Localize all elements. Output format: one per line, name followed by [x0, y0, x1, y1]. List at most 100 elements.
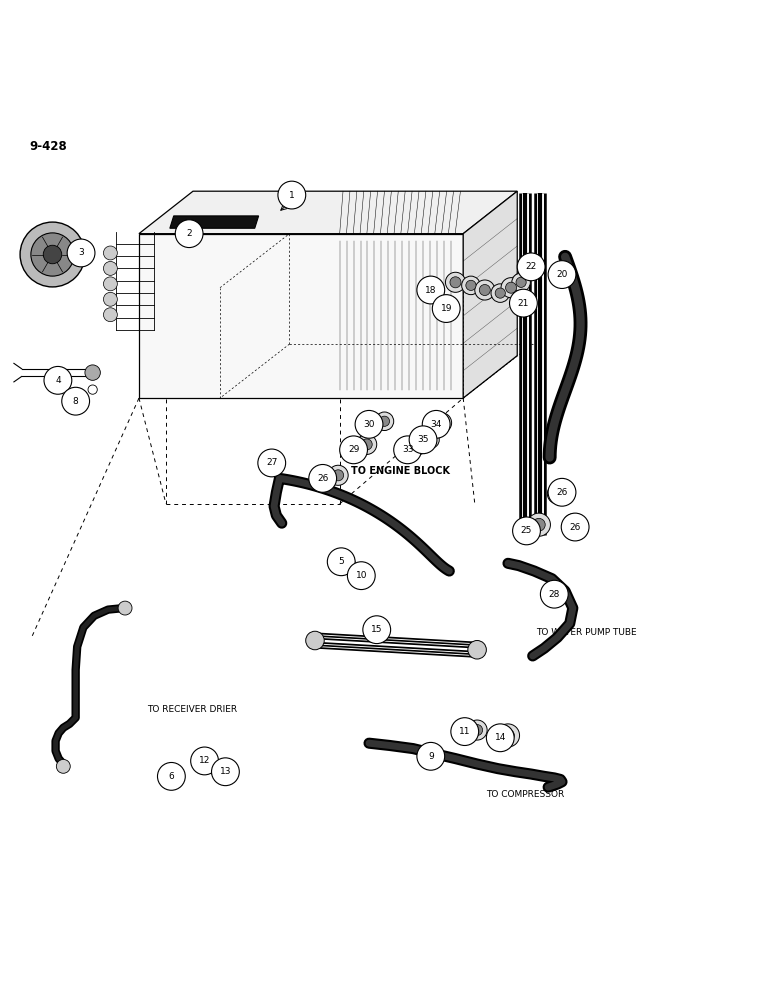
Circle shape: [548, 478, 576, 506]
Circle shape: [20, 222, 85, 287]
Circle shape: [85, 365, 100, 380]
Text: 26: 26: [570, 523, 581, 532]
Text: TO WATER PUMP TUBE: TO WATER PUMP TUBE: [537, 628, 637, 637]
Text: 18: 18: [425, 286, 436, 295]
Circle shape: [357, 434, 377, 454]
Circle shape: [540, 580, 568, 608]
Circle shape: [462, 276, 480, 295]
Text: 4: 4: [55, 376, 61, 385]
Circle shape: [88, 385, 97, 394]
Text: 27: 27: [266, 458, 277, 467]
Circle shape: [103, 292, 117, 306]
Text: 1: 1: [289, 191, 295, 200]
Text: 30: 30: [364, 420, 374, 429]
Circle shape: [436, 417, 447, 428]
Circle shape: [408, 434, 428, 454]
Circle shape: [445, 272, 466, 292]
Circle shape: [516, 277, 527, 287]
Circle shape: [43, 245, 62, 264]
Text: 9: 9: [428, 752, 434, 761]
Circle shape: [379, 416, 390, 426]
Circle shape: [479, 284, 490, 296]
Circle shape: [361, 439, 372, 450]
Circle shape: [512, 273, 530, 292]
Polygon shape: [170, 216, 259, 228]
Circle shape: [340, 558, 351, 568]
Circle shape: [432, 413, 452, 433]
Circle shape: [258, 449, 286, 477]
Text: 8: 8: [73, 397, 79, 406]
Circle shape: [451, 718, 479, 745]
Text: 29: 29: [348, 445, 359, 454]
Text: 5: 5: [338, 557, 344, 566]
Text: 3: 3: [78, 248, 84, 257]
Circle shape: [468, 641, 486, 659]
Circle shape: [409, 426, 437, 454]
Circle shape: [357, 569, 366, 578]
Circle shape: [502, 729, 514, 742]
Circle shape: [363, 616, 391, 644]
Circle shape: [355, 410, 383, 438]
Circle shape: [533, 518, 545, 531]
Text: 26: 26: [557, 488, 567, 497]
Circle shape: [506, 282, 516, 293]
Text: 26: 26: [317, 474, 328, 483]
Circle shape: [467, 720, 487, 740]
Circle shape: [327, 548, 355, 576]
Circle shape: [547, 484, 567, 504]
Circle shape: [527, 513, 550, 536]
Polygon shape: [463, 191, 517, 398]
Circle shape: [491, 284, 510, 302]
Circle shape: [212, 758, 239, 786]
Circle shape: [62, 387, 90, 415]
Circle shape: [548, 261, 576, 288]
Circle shape: [328, 465, 348, 485]
Circle shape: [103, 246, 117, 260]
Circle shape: [413, 439, 424, 450]
Circle shape: [198, 757, 207, 765]
Circle shape: [209, 762, 223, 776]
Text: 13: 13: [220, 767, 231, 776]
Text: 9-428: 9-428: [29, 140, 67, 153]
Text: 20: 20: [557, 270, 567, 279]
Circle shape: [422, 410, 450, 438]
Circle shape: [103, 277, 117, 291]
Text: 34: 34: [431, 420, 442, 429]
Circle shape: [353, 565, 370, 582]
Text: 19: 19: [441, 304, 452, 313]
Circle shape: [309, 464, 337, 492]
Circle shape: [278, 181, 306, 209]
Circle shape: [417, 742, 445, 770]
Circle shape: [67, 239, 95, 267]
Circle shape: [450, 277, 461, 288]
Circle shape: [561, 513, 589, 541]
Circle shape: [495, 288, 506, 298]
Text: 12: 12: [199, 756, 210, 765]
Circle shape: [333, 470, 344, 481]
Circle shape: [475, 280, 495, 300]
Circle shape: [31, 233, 74, 276]
Circle shape: [212, 765, 220, 772]
Text: 33: 33: [402, 445, 413, 454]
Circle shape: [306, 631, 324, 650]
Text: 10: 10: [356, 571, 367, 580]
Circle shape: [191, 747, 218, 775]
Circle shape: [175, 220, 203, 248]
Text: 14: 14: [495, 733, 506, 742]
Text: 22: 22: [526, 262, 537, 271]
Circle shape: [564, 514, 582, 532]
Text: 2: 2: [186, 229, 192, 238]
Circle shape: [44, 366, 72, 394]
Circle shape: [472, 725, 482, 736]
Circle shape: [432, 295, 460, 322]
Circle shape: [340, 436, 367, 464]
Circle shape: [195, 753, 210, 769]
Circle shape: [466, 280, 476, 290]
Text: 15: 15: [371, 625, 382, 634]
Circle shape: [496, 724, 520, 747]
Circle shape: [417, 276, 445, 304]
Circle shape: [517, 253, 545, 281]
Circle shape: [422, 431, 439, 448]
Circle shape: [513, 517, 540, 545]
Circle shape: [486, 724, 514, 752]
